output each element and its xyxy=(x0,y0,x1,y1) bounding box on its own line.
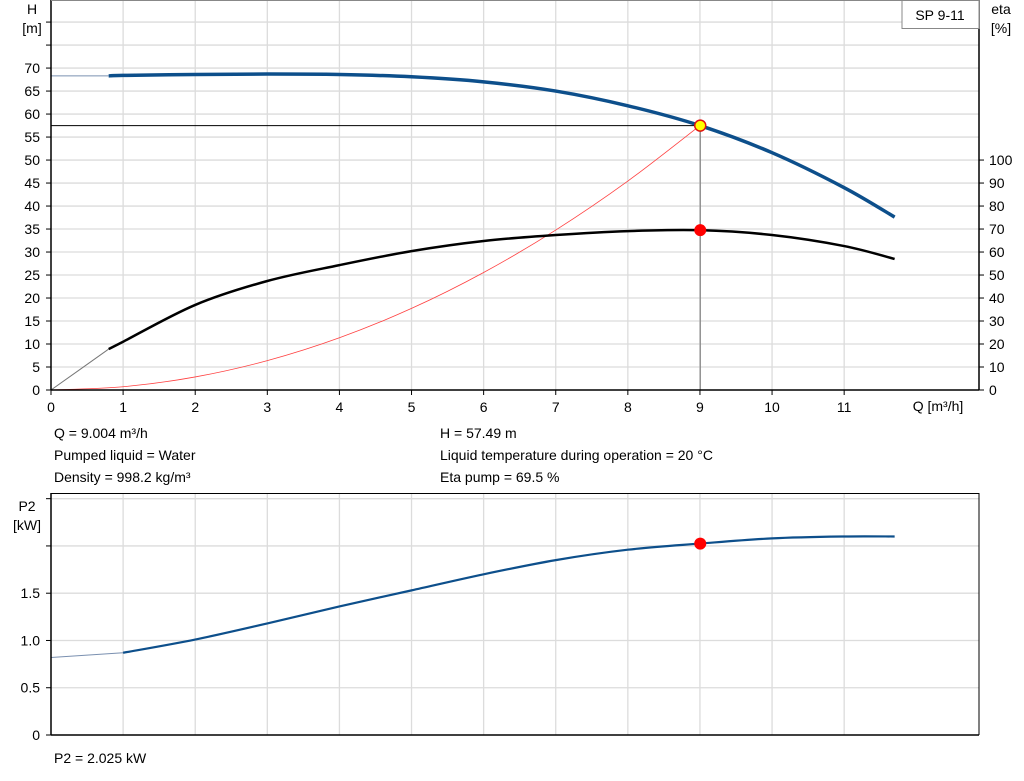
info-eta: Eta pump = 69.5 % xyxy=(440,469,559,485)
P2-curve xyxy=(122,535,895,654)
eta-tick-label: 80 xyxy=(989,198,1005,214)
p2-tick-label: 0.5 xyxy=(21,680,41,696)
h-tick-label: 25 xyxy=(24,267,40,283)
system-curve-curve xyxy=(50,125,701,391)
h-tick-label: 70 xyxy=(24,60,40,76)
h-tick-label: 45 xyxy=(24,175,40,191)
x-tick-label: 6 xyxy=(480,399,488,415)
x-tick-label: 2 xyxy=(191,399,199,415)
x-tick-label: 0 xyxy=(47,399,55,415)
h-tick-label: 10 xyxy=(24,336,40,352)
info-h: H = 57.49 m xyxy=(440,425,517,441)
info-q: Q = 9.004 m³/h xyxy=(54,425,148,441)
x-tick-label: 5 xyxy=(408,399,416,415)
h-axis-unit: [m] xyxy=(22,20,41,36)
h-tick-label: 5 xyxy=(32,359,40,375)
top-chart-grid xyxy=(51,0,979,390)
x-tick-label: 4 xyxy=(336,399,344,415)
h-tick-label: 60 xyxy=(24,106,40,122)
P2-curve-extrapolated xyxy=(50,652,124,658)
info-density: Density = 998.2 kg/m³ xyxy=(54,469,191,485)
bottom-chart-grid xyxy=(51,493,979,735)
x-tick-label: 3 xyxy=(263,399,271,415)
pump-name: SP 9-11 xyxy=(915,7,965,23)
eta-axis-unit: [%] xyxy=(991,20,1011,36)
eta-curve-extrapolated xyxy=(50,348,109,391)
operating-point-marks xyxy=(693,119,707,550)
h-tick-label: 30 xyxy=(24,244,40,260)
q-axis-label: Q [m³/h] xyxy=(913,398,964,414)
eta-tick-label: 20 xyxy=(989,336,1005,352)
duty-point-eta xyxy=(694,224,707,237)
x-tick-label: 7 xyxy=(552,399,560,415)
eta-tick-label: 60 xyxy=(989,244,1005,260)
h-tick-label: 65 xyxy=(24,83,40,99)
p2-axis-name: P2 xyxy=(18,498,35,514)
bottom-ticks: 0 0.5 1.0 1.5 xyxy=(21,498,51,743)
eta-tick-label: 100 xyxy=(989,152,1013,168)
x-tick-label: 9 xyxy=(696,399,704,415)
eta-tick-label: 30 xyxy=(989,313,1005,329)
x-tick-label: 1 xyxy=(119,399,127,415)
eta-tick-label: 90 xyxy=(989,175,1005,191)
eta-tick-label: 40 xyxy=(989,290,1005,306)
top-ticks: 0 1 2 3 4 5 6 7 8 9 10 1105101520253035404550556065… xyxy=(24,21,1013,415)
h-tick-label: 50 xyxy=(24,152,40,168)
p2-tick-label: 1.5 xyxy=(21,585,41,601)
curves xyxy=(50,72,896,658)
h-tick-label: 35 xyxy=(24,221,40,237)
p2-tick-label: 0 xyxy=(32,727,40,743)
x-tick-label: 10 xyxy=(764,399,780,415)
eta-tick-label: 0 xyxy=(989,382,997,398)
x-tick-label: 8 xyxy=(624,399,632,415)
h-axis-name: H xyxy=(27,1,37,17)
h-tick-label: 20 xyxy=(24,290,40,306)
h-tick-label: 55 xyxy=(24,129,40,145)
duty-point-h xyxy=(693,119,707,132)
pump-name-box xyxy=(901,0,980,29)
h-tick-label: 15 xyxy=(24,313,40,329)
x-tick-label: 11 xyxy=(837,399,852,415)
eta-curve xyxy=(108,228,895,351)
eta-tick-label: 10 xyxy=(989,359,1005,375)
duty-point-p2 xyxy=(694,537,707,550)
h-tick-label: 40 xyxy=(24,198,40,214)
p2-tick-label: 1.0 xyxy=(21,632,41,648)
h-tick-label: 0 xyxy=(32,382,40,398)
eta-tick-label: 70 xyxy=(989,221,1005,237)
info-liquid: Pumped liquid = Water xyxy=(54,447,196,463)
H-curve xyxy=(108,72,896,219)
eta-axis-name: eta xyxy=(991,1,1011,17)
info-temp: Liquid temperature during operation = 20… xyxy=(440,447,713,463)
eta-tick-label: 50 xyxy=(989,267,1005,283)
info-p2: P2 = 2.025 kW xyxy=(54,750,147,766)
p2-axis-unit: [kW] xyxy=(13,517,41,533)
